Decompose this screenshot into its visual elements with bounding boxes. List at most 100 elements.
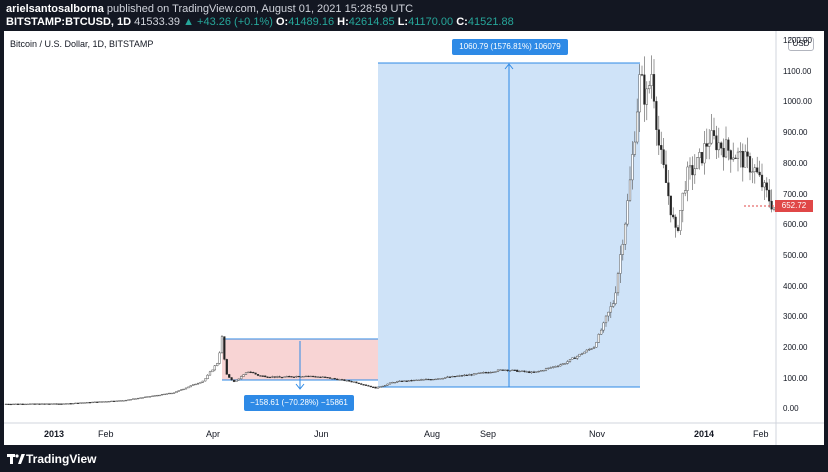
up-candle: [235, 379, 238, 382]
down-candle: [228, 374, 231, 378]
up-candle: [134, 398, 137, 400]
up-candle: [196, 383, 200, 385]
down-candle: [691, 165, 694, 176]
up-candle: [388, 382, 392, 385]
up-candle: [93, 401, 96, 403]
down-candle: [60, 403, 63, 405]
up-candle: [67, 403, 70, 405]
up-candle: [247, 371, 250, 373]
up-candle: [549, 367, 552, 369]
down-candle: [400, 380, 404, 382]
up-candle: [585, 349, 588, 353]
up-candle: [180, 389, 183, 391]
low-value: 41170.00: [408, 16, 454, 28]
down-arrow-icon: [295, 383, 305, 390]
down-candle: [746, 151, 749, 157]
down-candle: [664, 164, 668, 183]
up-candle: [698, 152, 701, 158]
up-candle: [559, 364, 562, 367]
up-candle: [590, 348, 593, 350]
down-candle: [324, 376, 327, 378]
down-candle: [516, 369, 519, 372]
up-candle: [139, 397, 142, 399]
price-axis-label: 300.00: [783, 312, 808, 322]
down-candle: [453, 376, 456, 378]
up-candle: [153, 395, 156, 397]
up-candle: [597, 334, 600, 343]
up-candle: [580, 353, 584, 355]
up-candle: [696, 157, 699, 169]
down-candle: [292, 376, 296, 378]
down-candle: [348, 380, 351, 382]
down-candle: [362, 384, 365, 386]
up-candle: [535, 371, 538, 373]
close-value: 41521.88: [467, 16, 514, 28]
down-candle: [484, 372, 488, 374]
up-candle: [120, 400, 123, 402]
up-candle: [163, 393, 166, 396]
down-candle: [7, 403, 10, 406]
down-candle: [112, 400, 116, 402]
down-candle: [33, 403, 36, 405]
down-candle: [256, 374, 260, 376]
up-candle: [739, 150, 742, 153]
down-candle: [715, 135, 718, 151]
up-candle: [170, 392, 173, 395]
price-axis-label: 0.00: [783, 404, 799, 414]
up-candle: [156, 395, 159, 397]
up-candle: [115, 400, 118, 402]
last-value: 41533.39: [134, 16, 181, 28]
down-candle: [770, 200, 773, 210]
tradingview-brand[interactable]: TradingView: [26, 452, 97, 466]
up-candle: [79, 402, 82, 404]
currency-button[interactable]: USD: [788, 37, 814, 51]
up-candle: [208, 371, 212, 376]
open-value: 41489.16: [288, 16, 335, 28]
up-candle: [31, 403, 34, 405]
up-candle: [172, 392, 176, 394]
up-candle: [633, 141, 636, 155]
up-candle: [211, 369, 214, 373]
up-candle: [4, 403, 8, 406]
down-candle: [312, 375, 315, 378]
up-candle: [544, 368, 548, 371]
down-candle: [280, 376, 284, 379]
up-candle: [352, 381, 356, 383]
time-axis-label: Apr: [206, 429, 221, 439]
up-candle: [309, 375, 312, 378]
up-candle: [600, 329, 603, 335]
up-candle: [398, 380, 401, 382]
price-axis-label: 500.00: [783, 250, 808, 260]
up-candle: [81, 402, 84, 404]
down-candle: [410, 380, 413, 382]
down-candle: [727, 139, 730, 151]
low-label: L:: [397, 16, 409, 28]
price-axis-label: 200.00: [783, 343, 808, 352]
chart-canvas[interactable]: [4, 31, 824, 445]
tradingview-logo-icon[interactable]: [7, 452, 25, 466]
up-candle: [300, 376, 303, 378]
down-candle: [223, 336, 226, 360]
up-candle: [681, 192, 684, 211]
chart-area[interactable]: Bitcoin / U.S. Dollar, 1D, BITSTAMP USD …: [4, 31, 824, 445]
down-candle: [720, 142, 723, 149]
author-name[interactable]: arielsantosalborna: [6, 3, 104, 15]
up-candle: [458, 375, 461, 377]
down-candle: [662, 149, 665, 165]
up-candle: [129, 399, 132, 401]
up-candle: [621, 244, 624, 255]
down-candle: [290, 376, 293, 378]
up-candle: [381, 385, 384, 388]
up-candle: [578, 353, 581, 357]
down-candle: [712, 130, 716, 136]
down-candle: [506, 369, 509, 371]
up-candle: [74, 402, 77, 404]
footer-bar: TradingView: [0, 446, 828, 472]
up-candle: [302, 376, 305, 378]
up-candle: [499, 369, 502, 371]
change-value: +43.26 (+0.1%): [197, 16, 273, 28]
up-candle: [504, 369, 507, 371]
up-candle: [24, 403, 27, 406]
down-candle: [523, 370, 526, 372]
down-candle: [88, 402, 92, 404]
